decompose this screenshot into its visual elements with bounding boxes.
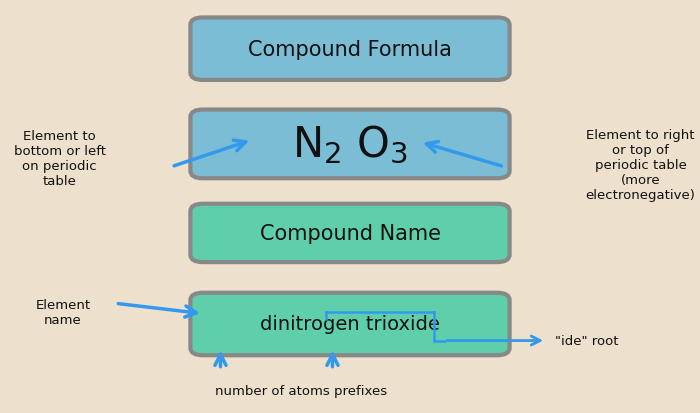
Text: $\mathregular{N_2\ O_3}$: $\mathregular{N_2\ O_3}$: [292, 123, 408, 166]
Text: Element to
bottom or left
on periodic
table: Element to bottom or left on periodic ta…: [13, 130, 106, 188]
Text: dinitrogen trioxide: dinitrogen trioxide: [260, 315, 440, 334]
Text: Compound Formula: Compound Formula: [248, 40, 452, 59]
FancyBboxPatch shape: [190, 204, 510, 263]
Text: Compound Name: Compound Name: [260, 223, 440, 243]
FancyBboxPatch shape: [190, 18, 510, 81]
Text: "ide" root: "ide" root: [555, 334, 619, 347]
FancyBboxPatch shape: [190, 110, 510, 179]
Text: Element
name: Element name: [36, 298, 90, 326]
FancyBboxPatch shape: [190, 293, 510, 355]
Text: number of atoms prefixes: number of atoms prefixes: [215, 384, 387, 397]
Text: Element to right
or top of
periodic table
(more
electronegative): Element to right or top of periodic tabl…: [586, 129, 695, 202]
